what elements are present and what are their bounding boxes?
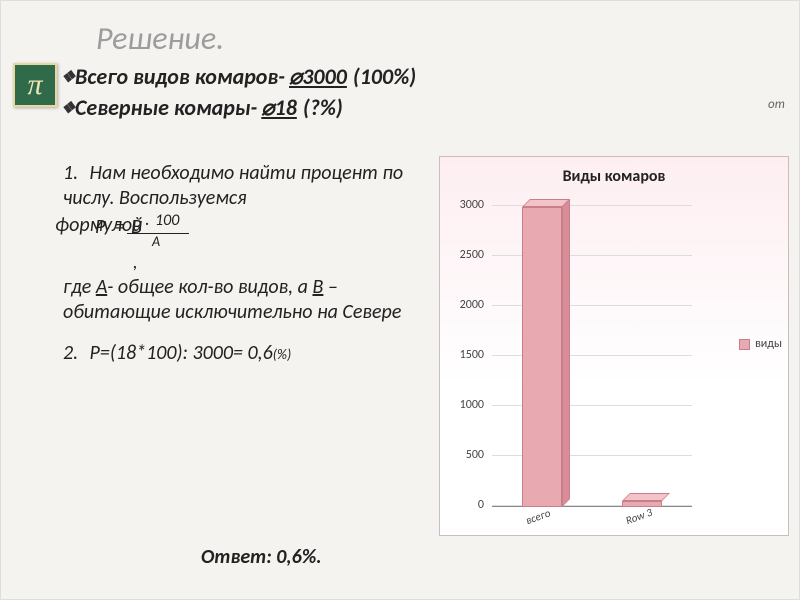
bullet-label: Северные комары-: [75, 94, 257, 123]
answer-label: Ответ: [201, 545, 266, 569]
p2-mid: - общее кол-во видов, а: [107, 275, 312, 299]
bullet-block: ❖ Всего видов комаров- ⌀3000 (100%) ❖ Се…: [61, 63, 791, 124]
formula-a: A: [152, 233, 160, 251]
legend-label: виды: [755, 337, 782, 351]
chart-title: Виды комаров: [440, 157, 788, 186]
step-unit: (%): [273, 346, 292, 363]
bullet-marker-icon: ❖: [61, 68, 75, 89]
chart-ytick: 1000: [444, 398, 484, 412]
p2-b: В: [313, 275, 324, 299]
bullet-label: Всего видов комаров-: [75, 63, 285, 92]
chart-ytick: 500: [444, 448, 484, 462]
legend-swatch: [739, 339, 750, 350]
chart-category-label: всего: [524, 506, 552, 527]
step-number: 2.: [63, 341, 85, 366]
bullet-marker-icon: ❖: [61, 99, 75, 120]
chart-ytick: 0: [444, 498, 484, 512]
formula-b: B: [131, 215, 142, 240]
bullet-line-total: ❖ Всего видов комаров- ⌀3000 (100%): [61, 63, 791, 92]
bullet-value: ⌀18: [261, 94, 297, 123]
step-text: Нам необходимо найти процент по числу. В…: [63, 161, 403, 210]
bullet-percent: (100%): [353, 63, 416, 92]
page-title: Решение.: [96, 19, 224, 58]
formula: формулой P = B · 100 A ,: [97, 205, 433, 257]
paragraph-2: где А- общее кол-во видов, а В – обитающ…: [63, 275, 433, 325]
answer-value: : 0,6%.: [266, 545, 321, 569]
chart-ytick: 2500: [444, 248, 484, 262]
chart-ytick: 3000: [444, 198, 484, 212]
bullet-line-north: ❖ Северные комары- ⌀18 (?%): [61, 94, 791, 123]
chart-category-label: Row 3: [624, 506, 654, 528]
paragraph-1: 1. Нам необходимо найти процент по числу…: [63, 161, 433, 257]
paragraph-3: 2. Р=(18*100): 3000= 0,6(%): [63, 341, 433, 366]
chart-ytick: 2000: [444, 298, 484, 312]
bullet-percent: (?%): [303, 94, 343, 123]
left-column: 1. Нам необходимо найти процент по числу…: [63, 161, 433, 366]
slide: π Решение. ❖ Всего видов комаров- ⌀3000 …: [0, 0, 800, 600]
formula-mul: ·: [145, 215, 149, 234]
bullet-extra: от: [768, 97, 785, 112]
p2-lead: где: [63, 275, 96, 299]
formula-comma: ,: [133, 251, 138, 274]
step-expr: Р=(18*100): 3000= 0,6: [90, 341, 273, 365]
formula-100: 100: [155, 211, 179, 231]
chart-plot: 050010001500200025003000всегоRow 3: [492, 205, 692, 507]
p2-a: А: [96, 275, 107, 299]
answer: Ответ: 0,6%.: [201, 545, 322, 569]
pi-badge: π: [13, 63, 57, 107]
chart-ytick: 1500: [444, 348, 484, 362]
step-number: 1.: [63, 161, 85, 186]
chart-legend: виды: [739, 337, 782, 351]
formula-eq: =: [115, 215, 125, 240]
formula-p: P: [95, 215, 105, 240]
chart-bar: [522, 207, 570, 507]
bullet-value: ⌀3000: [289, 63, 347, 92]
chart-panel: Виды комаров 050010001500200025003000все…: [439, 156, 789, 536]
